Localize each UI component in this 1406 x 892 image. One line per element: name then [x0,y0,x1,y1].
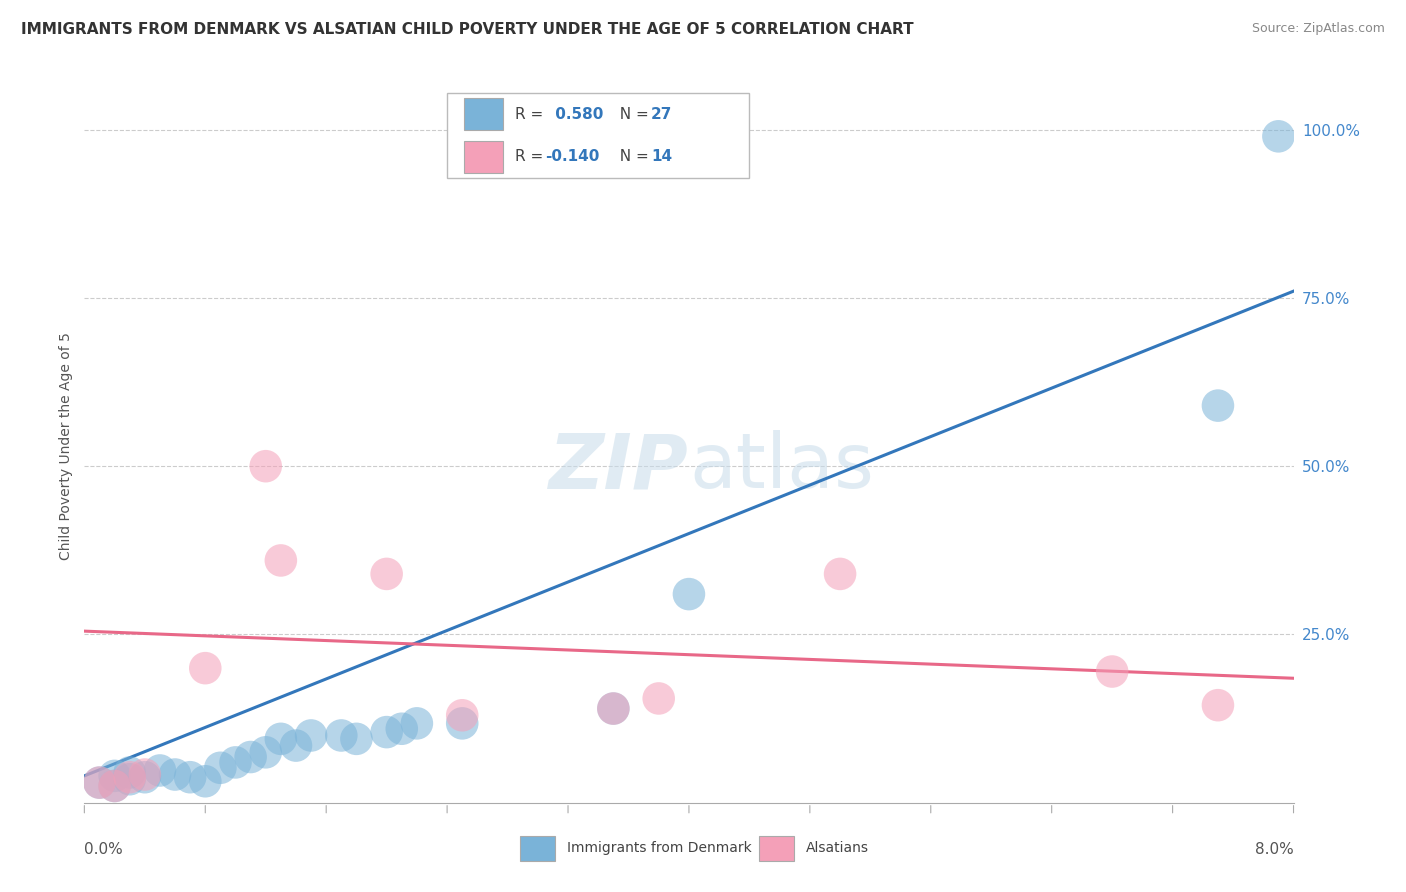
Point [194,774,217,789]
Point [270,731,292,746]
Text: Immigrants from Denmark: Immigrants from Denmark [567,841,751,855]
Point [647,691,671,706]
Point [179,770,201,784]
Y-axis label: Child Poverty Under the Age of 5: Child Poverty Under the Age of 5 [59,332,73,560]
Point [89,775,111,789]
Text: ZIP: ZIP [550,431,689,504]
Point [104,779,127,793]
Point [254,459,277,474]
Text: 27: 27 [651,107,672,121]
Text: -0.140: -0.140 [546,150,600,164]
Point [375,725,398,739]
Text: 0.0%: 0.0% [84,842,124,857]
Point [678,587,700,601]
Point [270,553,292,567]
Point [118,770,141,784]
Point [1206,698,1229,713]
Point [391,722,413,736]
Point [89,775,111,789]
Point [1267,129,1289,144]
Point [451,708,474,723]
Point [1101,665,1123,679]
Point [104,779,127,793]
Text: atlas: atlas [689,431,873,504]
Point [406,716,429,731]
Point [254,745,277,759]
Text: R =: R = [515,107,548,121]
Point [104,769,127,783]
Point [134,770,156,784]
Text: IMMIGRANTS FROM DENMARK VS ALSATIAN CHILD POVERTY UNDER THE AGE OF 5 CORRELATION: IMMIGRANTS FROM DENMARK VS ALSATIAN CHIL… [21,22,914,37]
Point [225,756,247,770]
Point [209,761,232,775]
Point [1206,399,1229,413]
Point [451,716,474,731]
Point [118,772,141,787]
Point [330,729,353,743]
Text: 8.0%: 8.0% [1254,842,1294,857]
Text: N =: N = [610,107,654,121]
Text: Source: ZipAtlas.com: Source: ZipAtlas.com [1251,22,1385,36]
Point [134,767,156,781]
Text: R =: R = [515,150,548,164]
Point [375,566,398,581]
Text: 0.580: 0.580 [550,107,603,121]
Point [239,750,262,764]
Text: Alsatians: Alsatians [806,841,869,855]
Point [118,765,141,780]
Point [299,729,322,743]
Text: 14: 14 [651,150,672,164]
Point [165,767,187,781]
Point [830,566,852,581]
Point [194,661,217,675]
Text: N =: N = [610,150,654,164]
Point [602,701,624,715]
Point [602,701,624,715]
Point [149,764,172,778]
Point [346,731,368,746]
Point [284,739,308,753]
